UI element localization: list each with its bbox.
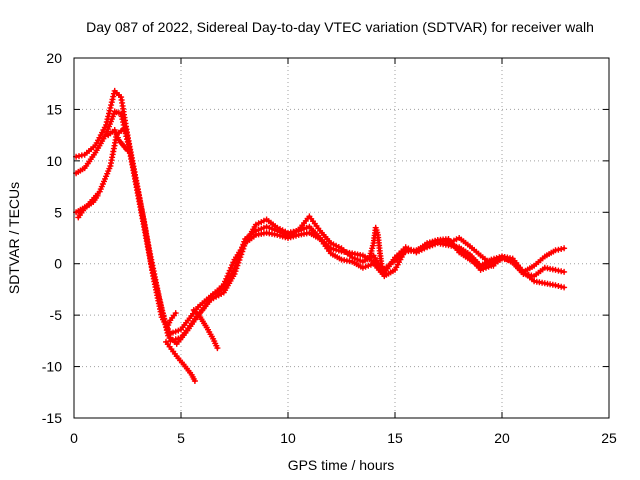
- series-markers: [163, 338, 198, 384]
- x-tick-label: 0: [70, 430, 78, 446]
- series-markers: [366, 224, 386, 272]
- y-tick-label: 5: [54, 204, 62, 220]
- series-track-a: [73, 87, 568, 347]
- y-tick-label: 20: [46, 50, 62, 66]
- data-point: [191, 378, 198, 384]
- data-point: [106, 107, 113, 114]
- y-tick-label: -5: [50, 307, 63, 323]
- chart-title: Day 087 of 2022, Sidereal Day-to-day VTE…: [86, 19, 594, 35]
- data-point: [561, 245, 568, 252]
- series-track-e: [105, 127, 131, 154]
- data-point: [490, 262, 497, 269]
- data-point: [226, 267, 233, 274]
- series-track-f: [163, 338, 198, 384]
- y-tick-label: 0: [54, 256, 62, 272]
- data-point: [379, 265, 386, 272]
- data-point: [110, 93, 117, 100]
- series-track-d: [75, 192, 101, 221]
- grid: [74, 58, 609, 418]
- series-track-j: [445, 235, 497, 269]
- data-point: [124, 147, 131, 154]
- data-point: [118, 113, 125, 120]
- plot-frame: [73, 57, 610, 419]
- y-tick-label: -15: [42, 410, 62, 426]
- series-track-i: [366, 224, 386, 272]
- y-tick-label: -10: [42, 359, 62, 375]
- data-point: [214, 345, 221, 352]
- x-tick-label: 5: [177, 430, 185, 446]
- data-point: [231, 265, 238, 272]
- series-line: [74, 110, 566, 343]
- data-point: [94, 192, 101, 199]
- x-axis-label: GPS time / hours: [288, 457, 395, 473]
- y-tick-label: 10: [46, 153, 62, 169]
- series-markers: [164, 310, 179, 331]
- data-point: [166, 335, 173, 342]
- series-track-h: [190, 307, 221, 352]
- data-point: [108, 102, 115, 109]
- x-tick-label: 20: [494, 430, 510, 446]
- series-track-c: [73, 124, 568, 337]
- series-track-g: [164, 310, 179, 331]
- x-tick-label: 25: [601, 430, 617, 446]
- y-tick-label: 15: [46, 101, 62, 117]
- data-point: [229, 262, 236, 269]
- series-markers: [73, 124, 568, 337]
- series-markers: [190, 307, 221, 352]
- series-markers: [105, 127, 131, 154]
- series-markers: [445, 235, 497, 269]
- x-tick-label: 10: [280, 430, 296, 446]
- data-point: [224, 273, 231, 280]
- x-tick-label: 15: [387, 430, 403, 446]
- axis-ticks: 0 5 10 15 20 25 -15 -10 -5 0 5 10 15 20: [42, 50, 617, 446]
- data-point: [76, 153, 82, 160]
- series-markers: [73, 87, 568, 347]
- data-point: [561, 284, 568, 291]
- series-line: [74, 89, 566, 346]
- data-series: [73, 87, 568, 384]
- data-point: [220, 281, 227, 288]
- data-point: [172, 310, 179, 317]
- data-point: [561, 268, 568, 275]
- y-axis-label: SDTVAR / TECUs: [6, 182, 22, 294]
- series-markers: [75, 192, 101, 221]
